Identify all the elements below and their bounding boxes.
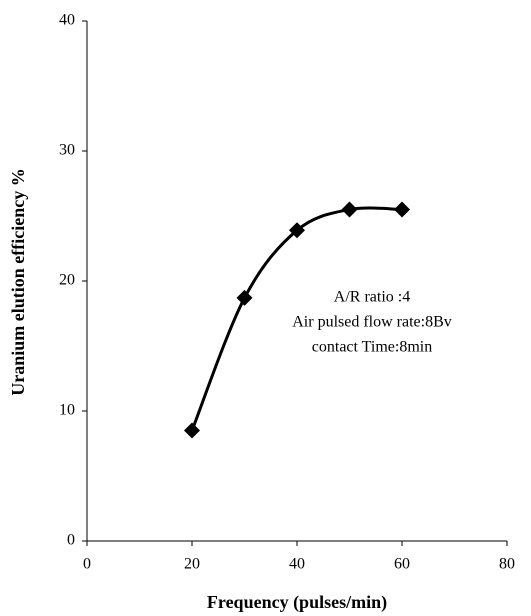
- curve: [190, 206, 403, 432]
- annotation: contact Time:8min: [312, 339, 432, 356]
- marker: [184, 422, 200, 439]
- annotation: Air pulsed flow rate:8Bv: [292, 314, 452, 331]
- marker: [289, 222, 305, 239]
- x-tick-label: 0: [83, 556, 91, 573]
- x-tick-label: 60: [394, 556, 410, 573]
- annotation: A/R ratio :4: [334, 289, 410, 306]
- y-tick-label: 0: [67, 532, 75, 549]
- marker: [341, 201, 358, 218]
- y-tick-label: 20: [59, 272, 75, 289]
- x-tick-label: 40: [289, 556, 305, 573]
- y-tick-label: 10: [59, 402, 75, 419]
- x-tick-label: 20: [184, 556, 200, 573]
- y-tick-label: 40: [59, 12, 75, 29]
- y-tick-label: 30: [59, 142, 75, 159]
- marker: [394, 201, 410, 218]
- y-axis-title: Uranium elution efficiency %: [8, 168, 28, 395]
- x-axis-title: Frequency (pulses/min): [207, 592, 387, 613]
- marker: [236, 289, 253, 306]
- x-tick-label: 80: [499, 556, 515, 573]
